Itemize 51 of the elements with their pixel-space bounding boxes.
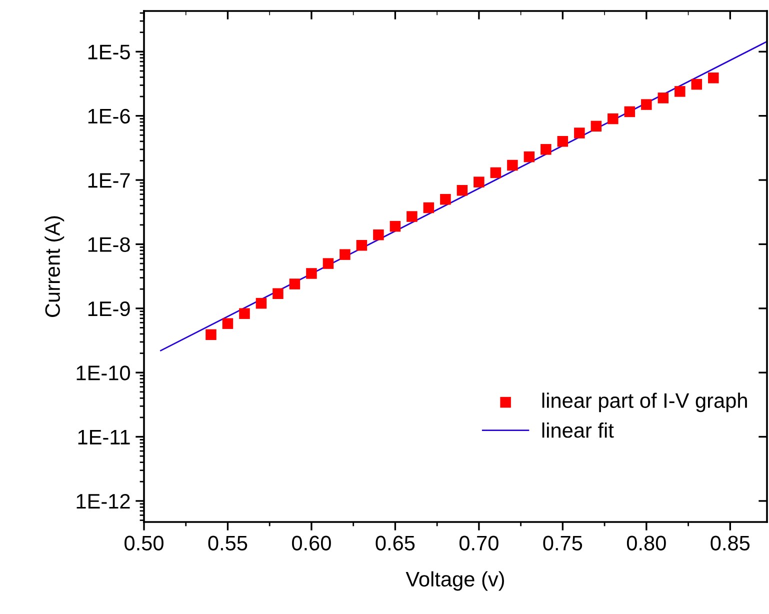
- point: [524, 151, 535, 162]
- point: [289, 278, 300, 290]
- point: [624, 106, 636, 118]
- point: [440, 194, 451, 205]
- y-tick-label: 1E-10: [76, 366, 130, 380]
- point: [507, 160, 518, 171]
- point: [423, 202, 434, 214]
- x-tick-label: 0.65: [376, 536, 415, 550]
- x-tick-label: 0.80: [626, 536, 666, 550]
- y-tick-label: 1E-9: [88, 301, 130, 316]
- point: [590, 120, 602, 132]
- point: [557, 136, 568, 147]
- point: [340, 249, 350, 260]
- point: [239, 308, 250, 319]
- point: [406, 211, 418, 222]
- point: [356, 240, 368, 251]
- point: [708, 72, 719, 84]
- point: [658, 92, 669, 104]
- y-tick-label: 1E-8: [88, 237, 130, 252]
- y-axis-title: Current (A): [44, 216, 64, 317]
- point: [390, 220, 401, 232]
- point: [574, 128, 585, 138]
- point: [456, 184, 468, 196]
- point: [641, 99, 652, 110]
- point: [540, 144, 552, 155]
- point: [272, 288, 284, 299]
- point: [490, 167, 502, 178]
- point: [256, 298, 267, 309]
- point: [322, 258, 334, 269]
- x-tick-label: 0.50: [124, 536, 164, 550]
- y-tick-label: 1E-11: [78, 430, 130, 444]
- y-tick-label: 1E-12: [76, 494, 130, 508]
- point: [608, 113, 618, 124]
- x-tick-label: 0.85: [710, 536, 750, 550]
- point: [222, 318, 234, 329]
- y-tick-label: 1E-6: [88, 108, 130, 124]
- point: [206, 329, 216, 340]
- point: [306, 268, 317, 279]
- x-tick-label: 0.75: [543, 536, 582, 550]
- x-tick-label: 0.55: [208, 536, 248, 550]
- y-tick-label: 1E-7: [88, 173, 130, 188]
- y-tick-label: 1E-5: [88, 44, 130, 60]
- point: [691, 78, 702, 90]
- x-tick-label: 0.60: [292, 536, 331, 550]
- x-axis-title: Voltage (v): [406, 571, 504, 591]
- point: [474, 176, 484, 188]
- point: [373, 229, 384, 240]
- point: [674, 86, 686, 97]
- legend-label: linear fit: [542, 422, 614, 438]
- legend-label: linear part of I-V graph: [542, 392, 747, 412]
- x-tick-label: 0.70: [459, 536, 498, 550]
